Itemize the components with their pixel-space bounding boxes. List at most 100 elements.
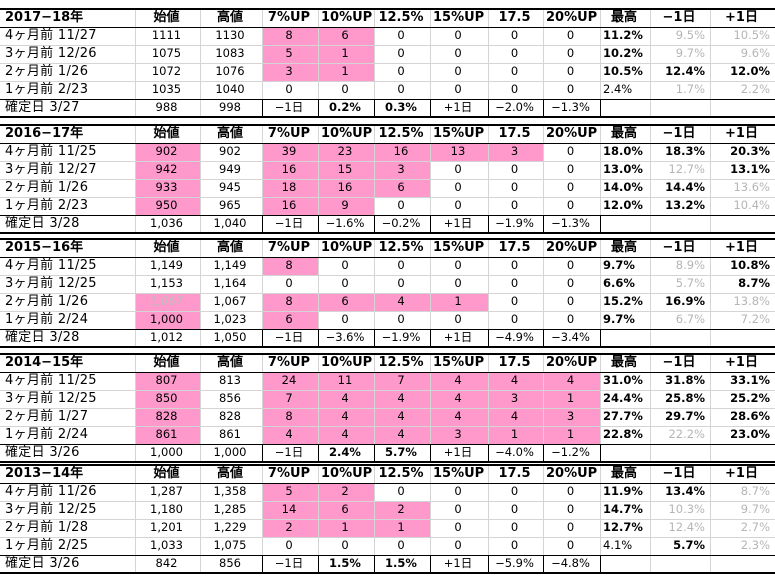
- pct-cell[interactable]: 12.0%: [603, 198, 643, 212]
- pct-cell[interactable]: 2.7%: [740, 520, 770, 534]
- open-price[interactable]: 861: [155, 427, 178, 441]
- row-label[interactable]: 2ヶ月前 1/26: [5, 180, 89, 195]
- row-label[interactable]: 3ヶ月前 12/27: [5, 162, 97, 177]
- count-cell[interactable]: 0: [397, 484, 405, 498]
- confirm-minus1-label[interactable]: −1日: [274, 556, 304, 570]
- count-cell[interactable]: 0: [566, 502, 575, 516]
- open-price[interactable]: 807: [155, 373, 178, 387]
- column-header[interactable]: +1日: [725, 126, 758, 141]
- pct-cell[interactable]: 9.5%: [675, 28, 705, 42]
- count-cell[interactable]: 1: [454, 294, 462, 308]
- open-price[interactable]: 1111: [151, 28, 182, 42]
- high-price[interactable]: 1,149: [213, 258, 247, 272]
- pct-cell[interactable]: 10.3%: [668, 502, 705, 516]
- high-price[interactable]: 1,075: [213, 538, 247, 552]
- pct-cell[interactable]: 9.6%: [740, 46, 770, 60]
- column-header[interactable]: −1日: [662, 126, 696, 141]
- count-cell[interactable]: 4: [341, 427, 349, 441]
- year-label[interactable]: 2015−16年: [5, 240, 84, 255]
- row-label[interactable]: 1ヶ月前 2/23: [5, 82, 89, 97]
- column-header[interactable]: 7%UP: [267, 466, 311, 481]
- pct-cell[interactable]: 2.2%: [740, 82, 770, 96]
- count-cell[interactable]: 1: [397, 520, 405, 534]
- count-cell[interactable]: 3: [285, 64, 293, 78]
- high-price[interactable]: 861: [219, 427, 241, 441]
- column-header[interactable]: 最高: [610, 126, 637, 141]
- column-header[interactable]: −1日: [662, 240, 696, 255]
- pct-cell[interactable]: 6.7%: [675, 312, 705, 326]
- count-cell[interactable]: 0: [454, 276, 462, 290]
- open-price[interactable]: 1,180: [150, 502, 183, 516]
- high-price[interactable]: 1083: [215, 46, 245, 60]
- confirm-pct[interactable]: 1.5%: [385, 556, 417, 570]
- count-cell[interactable]: 0: [566, 484, 575, 498]
- count-cell[interactable]: 11: [337, 373, 353, 387]
- count-cell[interactable]: 0: [566, 46, 575, 60]
- confirm-pct[interactable]: −0.2%: [381, 216, 421, 230]
- count-cell[interactable]: 8: [285, 28, 293, 42]
- pct-cell[interactable]: 13.2%: [665, 198, 705, 212]
- count-cell[interactable]: 0: [510, 180, 519, 194]
- count-cell[interactable]: 8: [285, 258, 293, 272]
- year-label[interactable]: 2013−14年: [5, 466, 84, 481]
- pct-cell[interactable]: 13.4%: [665, 484, 705, 498]
- count-cell[interactable]: 0: [285, 82, 293, 96]
- count-cell[interactable]: 0: [510, 82, 519, 96]
- count-cell[interactable]: 3: [454, 427, 462, 441]
- confirm-pct[interactable]: 0.2%: [329, 100, 361, 114]
- column-header[interactable]: 15%UP: [433, 10, 485, 25]
- column-header[interactable]: +1日: [725, 355, 758, 370]
- pct-cell[interactable]: 9.7%: [603, 312, 635, 326]
- confirm-high[interactable]: 1,040: [213, 216, 247, 230]
- count-cell[interactable]: 39: [281, 144, 297, 158]
- count-cell[interactable]: 0: [397, 538, 405, 552]
- pct-cell[interactable]: 10.5%: [603, 64, 643, 78]
- pct-cell[interactable]: 20.3%: [730, 144, 770, 158]
- count-cell[interactable]: 6: [397, 180, 405, 194]
- column-header[interactable]: 始値: [153, 126, 180, 141]
- confirm-minus1-label[interactable]: −1日: [274, 330, 304, 344]
- confirm-pct[interactable]: −1.6%: [325, 216, 365, 230]
- count-cell[interactable]: 0: [510, 28, 519, 42]
- row-label[interactable]: 2ヶ月前 1/28: [5, 520, 89, 535]
- column-header[interactable]: 10%UP: [321, 466, 373, 481]
- count-cell[interactable]: 0: [341, 276, 349, 290]
- high-price[interactable]: 965: [219, 198, 241, 212]
- high-price[interactable]: 1130: [215, 28, 245, 42]
- row-label[interactable]: 3ヶ月前 12/26: [5, 46, 97, 61]
- year-label[interactable]: 2017−18年: [5, 10, 84, 25]
- column-header[interactable]: 最高: [610, 240, 637, 255]
- count-cell[interactable]: 23: [337, 144, 353, 158]
- high-price[interactable]: 1,229: [213, 520, 247, 534]
- count-cell[interactable]: 4: [285, 427, 293, 441]
- count-cell[interactable]: 0: [397, 258, 405, 272]
- column-header[interactable]: +1日: [725, 466, 758, 481]
- column-header[interactable]: 12.5%: [378, 466, 424, 481]
- pct-cell[interactable]: 12.7%: [603, 520, 643, 534]
- count-cell[interactable]: 0: [285, 276, 293, 290]
- pct-cell[interactable]: 2.3%: [740, 538, 770, 552]
- count-cell[interactable]: 2: [397, 502, 405, 516]
- pct-cell[interactable]: 23.0%: [730, 427, 770, 441]
- confirm-plus1-label[interactable]: +1日: [443, 330, 473, 344]
- open-price[interactable]: 933: [155, 180, 178, 194]
- count-cell[interactable]: 4: [454, 391, 462, 405]
- confirm-pct[interactable]: −1.3%: [551, 216, 590, 230]
- confirm-plus1-label[interactable]: +1日: [443, 216, 473, 230]
- pct-cell[interactable]: 12.4%: [665, 64, 705, 78]
- confirm-plus1-label[interactable]: +1日: [443, 445, 473, 459]
- confirm-label[interactable]: 確定日 3/28: [5, 216, 80, 231]
- count-cell[interactable]: 3: [566, 409, 575, 423]
- pct-cell[interactable]: 10.5%: [733, 28, 770, 42]
- confirm-minus1-label[interactable]: −1日: [274, 216, 304, 230]
- year-label[interactable]: 2014−15年: [5, 355, 84, 370]
- count-cell[interactable]: 0: [510, 198, 519, 212]
- pct-cell[interactable]: 6.6%: [603, 276, 635, 290]
- count-cell[interactable]: 4: [397, 427, 405, 441]
- count-cell[interactable]: 0: [566, 294, 575, 308]
- count-cell[interactable]: 0: [454, 162, 462, 176]
- count-cell[interactable]: 5: [285, 484, 293, 498]
- count-cell[interactable]: 0: [454, 312, 462, 326]
- column-header[interactable]: 20%UP: [546, 355, 598, 370]
- count-cell[interactable]: 16: [393, 144, 409, 158]
